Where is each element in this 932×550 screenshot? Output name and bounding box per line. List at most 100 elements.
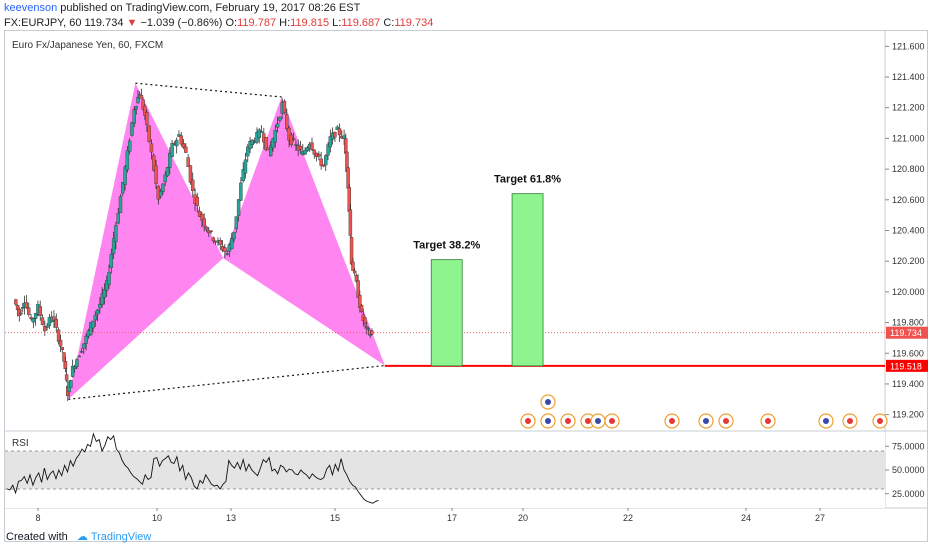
candle-body (107, 271, 111, 285)
footer: Created with ☁ TradingView (6, 530, 151, 543)
harmonic-xd-line (68, 364, 385, 400)
candle-body (269, 145, 273, 157)
candle-body (170, 143, 174, 157)
rsi-band (5, 451, 885, 489)
candle-body (319, 158, 323, 166)
candle-body (241, 169, 245, 182)
price-change: −1.039 (−0.86%) (140, 17, 223, 29)
harmonic-xab-triangle (68, 83, 224, 400)
candle-body (348, 209, 353, 236)
candle-body (24, 302, 29, 308)
y-tick-label: 119.400 (892, 379, 924, 389)
candle-body (353, 270, 357, 274)
price-badge-2 (886, 359, 928, 372)
candle-body (317, 154, 321, 157)
candle-body (98, 303, 102, 309)
candle-body (154, 165, 158, 184)
candle-body (56, 329, 61, 342)
candle-body (197, 210, 202, 217)
event-marker-dot (525, 418, 531, 424)
y-tick-label: 121.000 (892, 133, 925, 143)
candle-body (204, 226, 209, 230)
event-marker-dot (545, 418, 551, 424)
x-tick-label: 27 (815, 513, 825, 523)
candle-body (271, 138, 275, 149)
y-tick-label: 120.200 (892, 256, 925, 266)
x-tick-label: 13 (226, 513, 236, 523)
rsi-title: RSI (12, 438, 29, 449)
target-label-2: Target 61.8% (494, 174, 561, 186)
rsi-line (6, 432, 379, 504)
candle-body (45, 326, 49, 328)
target-box-1 (430, 259, 463, 367)
candle-body (225, 253, 229, 255)
x-tick-label: 15 (330, 513, 340, 523)
y-tick-label: 121.600 (892, 41, 925, 51)
candle-body (333, 131, 337, 138)
target-label-1: Target 38.2% (413, 240, 480, 252)
candle-body (143, 105, 147, 116)
x-tick-label: 10 (152, 513, 162, 523)
y-tick-label: 120.600 (892, 195, 925, 205)
candle-body (95, 309, 100, 315)
candle-body (127, 140, 132, 152)
x-tick-label: 17 (447, 513, 457, 523)
event-marker-dot (545, 399, 551, 405)
candle-body (111, 238, 116, 254)
candle-body (259, 131, 264, 133)
candle-body (218, 240, 222, 245)
candle-body (312, 149, 316, 155)
candle-body (209, 230, 213, 232)
candle-body (125, 150, 130, 170)
candle-body (356, 280, 360, 298)
candle-body (27, 307, 31, 315)
y-tick-label: 119.800 (892, 318, 924, 328)
y-tick-label: 121.400 (892, 72, 925, 82)
candle-body (328, 136, 333, 148)
candle-body (264, 137, 268, 151)
author-link[interactable]: keevenson (4, 2, 58, 14)
candle-body (105, 280, 109, 291)
candle-body (232, 231, 236, 240)
candle-body (287, 127, 291, 141)
candle-body (14, 299, 18, 305)
candle-body (184, 146, 188, 153)
candle-body (303, 149, 307, 155)
candle-body (38, 306, 42, 316)
candle-body (109, 254, 114, 268)
candle-body (134, 106, 138, 110)
price-badge-label-1: 119.734 (890, 328, 922, 338)
candle-body (132, 109, 136, 124)
candle-body (188, 165, 193, 183)
candle-body (158, 191, 163, 197)
target-box-2 (511, 193, 544, 367)
candle-body (29, 317, 33, 320)
created-with-text: Created with (6, 531, 68, 543)
close-label: C: (383, 17, 395, 29)
candle-body (282, 100, 287, 114)
candle-body (149, 143, 154, 153)
candle-body (114, 225, 118, 242)
candle-body (102, 289, 107, 298)
tradingview-logo-icon: ☁ (76, 531, 88, 543)
tradingview-link[interactable]: TradingView (90, 531, 152, 543)
candle-body (79, 351, 84, 353)
candle-body (72, 366, 77, 369)
candle-body (230, 238, 234, 250)
candle-body (84, 335, 88, 344)
candle-body (165, 167, 170, 177)
candle-body (77, 355, 81, 358)
candle-body (278, 116, 282, 121)
candle-body (202, 218, 206, 227)
event-marker-dot (565, 418, 571, 424)
candle-body (58, 339, 63, 347)
harmonic-bcd-triangle (223, 96, 385, 366)
price-badge-1 (886, 326, 928, 339)
chart-frame (4, 30, 928, 542)
candle-body (243, 159, 248, 174)
open-label: O: (225, 17, 238, 29)
candle-body (305, 147, 310, 151)
candle-body (335, 126, 339, 130)
open-value: 119.787 (237, 17, 277, 29)
